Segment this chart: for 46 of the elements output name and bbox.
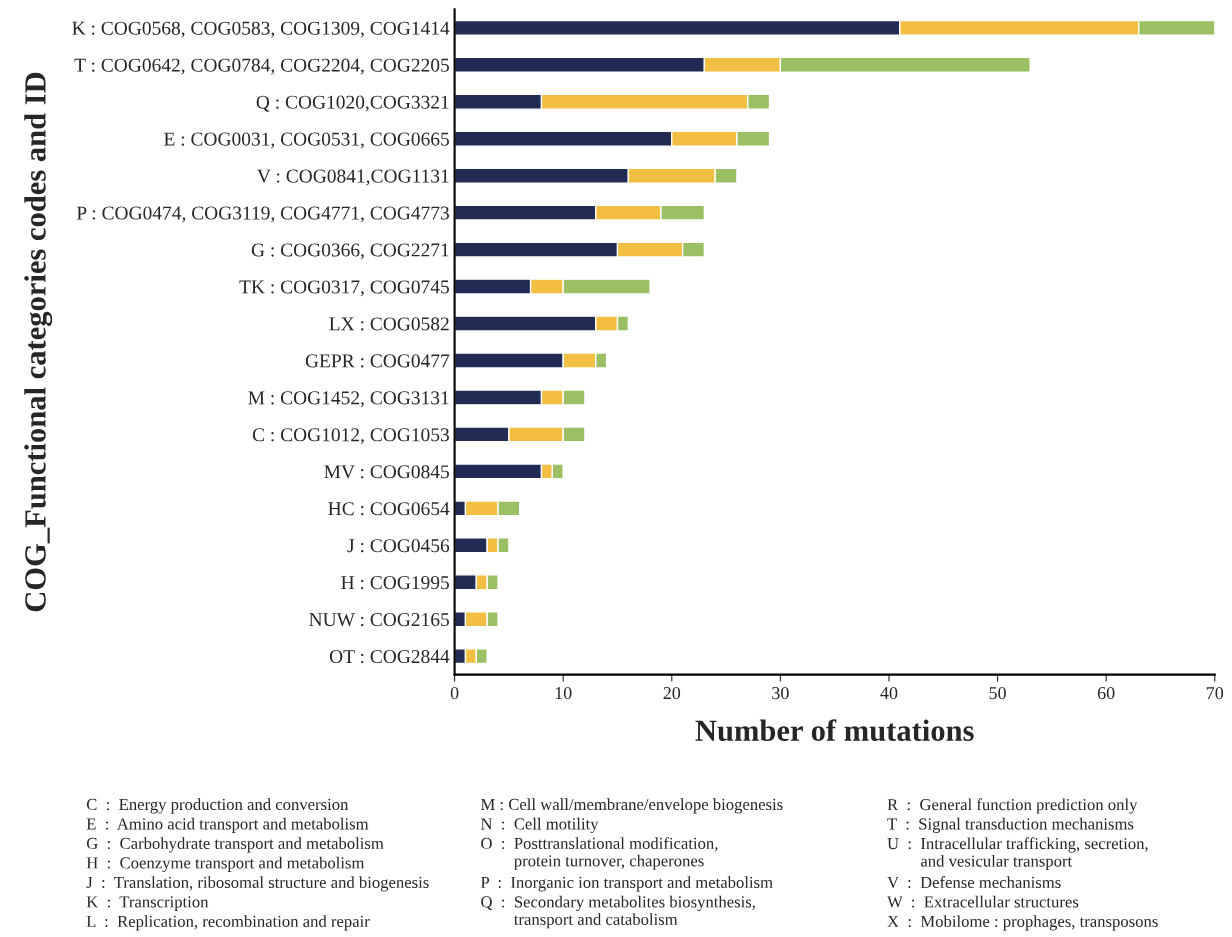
text: U : Intracellular trafficking, secretion, and vesicular transport	[887, 837, 1148, 871]
y-tick-label: G : COG0366, COG2271	[251, 243, 449, 260]
x-tick-label: 50	[989, 686, 1006, 700]
text: G : Carbohydrate transport and metabolism	[86, 837, 384, 853]
y-tick-label: K : COG0568, COG0583, COG1309, COG1414	[72, 21, 450, 38]
text: V : Defense mechanisms	[887, 876, 1061, 889]
text: X : Mobilome : prophages, transposons	[887, 915, 1158, 931]
y-tick-label: HC : COG0654	[328, 502, 450, 516]
text: E : Amino acid transport and metabolism	[86, 817, 369, 833]
y-tick-label: NUW : COG2165	[309, 613, 449, 627]
y-tick-label: C : COG1012, COG1053	[252, 428, 449, 445]
text: H : Coenzyme transport and metabolism	[86, 856, 365, 872]
text: W : Extracellular structures	[887, 895, 1079, 908]
text: K : Transcription	[86, 896, 209, 911]
x-axis-title: Number of mutations	[695, 719, 974, 742]
x-tick-label: 20	[663, 686, 681, 700]
text: Q : Secondary metabolites biosynthesis, transport and catabolism	[481, 895, 755, 929]
text: M : Cell wall/membrane/envelope biogenesis	[480, 798, 783, 814]
y-tick-label: J : COG0456	[347, 539, 450, 553]
y-tick-label: OT : COG2844	[329, 649, 450, 664]
y-tick-label: E : COG0031, COG0531, COG0665	[164, 132, 449, 149]
x-tick-label: 0	[450, 686, 459, 700]
y-tick-label: H : COG1995	[341, 576, 449, 590]
y-axis-title: COG_Functional categories codes and ID	[24, 72, 53, 612]
y-tick-label: TK : COG0317, COG0745	[239, 280, 449, 297]
x-tick-label: 30	[772, 686, 789, 700]
text: C : Energy production and conversion	[86, 798, 349, 814]
text: N : Cell motility	[480, 817, 599, 833]
x-tick-label: 60	[1097, 686, 1115, 700]
y-tick-label: Q : COG1020,COG3321	[256, 95, 449, 112]
y-tick-label: M : COG1452, COG3131	[248, 391, 449, 408]
y-tick-label: GEPR : COG0477	[305, 354, 450, 368]
y-tick-label: MV : COG0845	[324, 465, 449, 479]
x-tick-label: 40	[880, 686, 898, 700]
text: L : Replication, recombination and repair	[86, 915, 370, 931]
y-tick-label: T : COG0642, COG0784, COG2204, COG2205	[74, 58, 449, 75]
x-tick-label: 10	[555, 686, 572, 700]
y-tick-label: V : COG0841,COG1131	[257, 169, 449, 186]
text: O : Posttranslational modification, protein turnover, chaperones	[481, 837, 718, 870]
text: J : Translation, ribosomal structure and biogenesis	[86, 876, 429, 892]
x-tick-label: 70	[1206, 686, 1224, 700]
text: T : Signal transduction mechanisms	[887, 817, 1134, 833]
y-tick-label: P : COG0474, COG3119, COG4771, COG4773	[76, 206, 449, 223]
text: P : Inorganic ion transport and metabolism	[480, 876, 773, 892]
text: R : General function prediction only	[887, 798, 1138, 814]
y-tick-label: LX : COG0582	[329, 317, 449, 331]
